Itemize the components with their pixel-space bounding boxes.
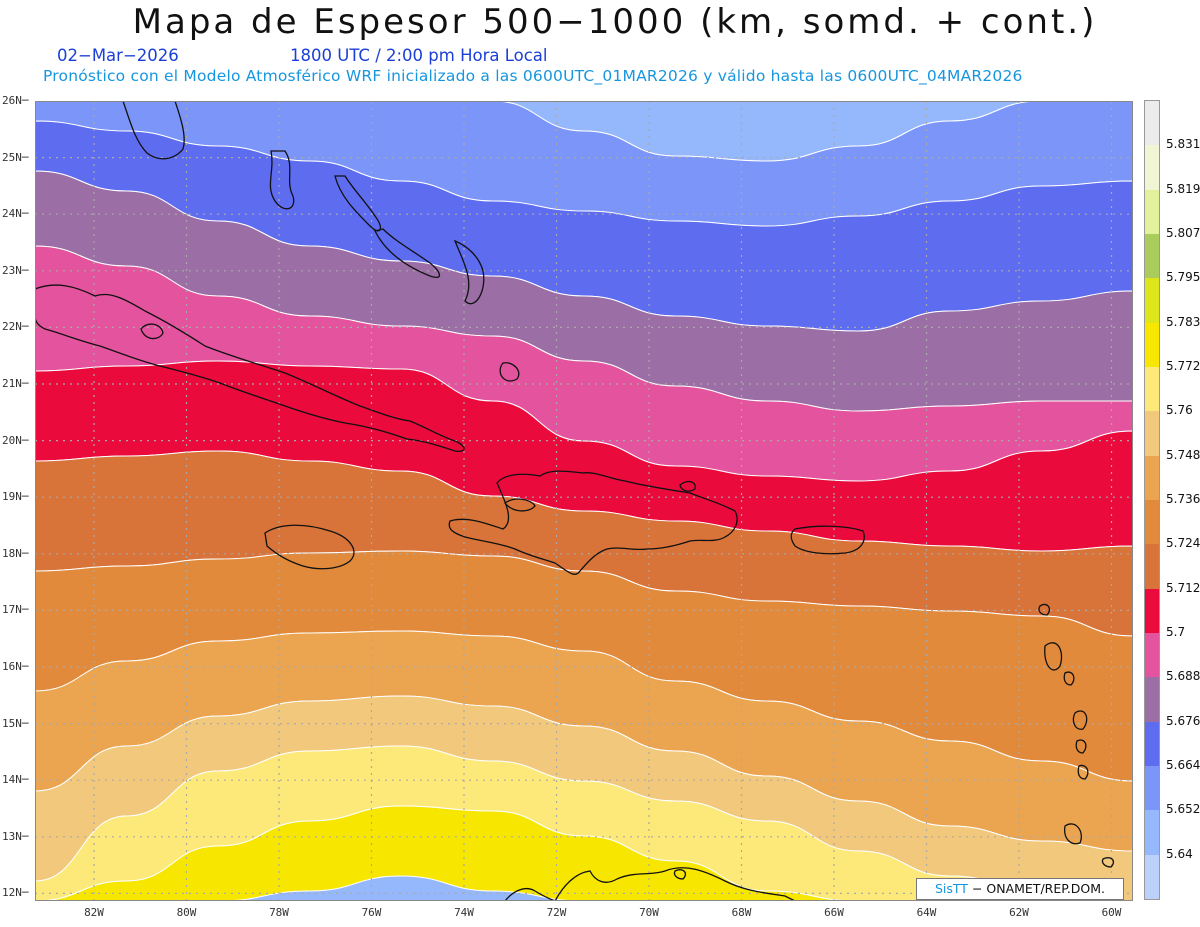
colorbar-segment [1145,854,1159,899]
lat-tick-label: 17N─ [2,603,29,617]
colorbar-segment [1145,544,1159,589]
colorbar-segment [1145,810,1159,855]
lat-tick-label: 23N─ [2,263,29,277]
coast-jamaica [264,524,355,570]
colorbar-segment [1145,233,1159,279]
colorbar-segment [1145,145,1159,190]
lat-tick-label: 20N─ [2,433,29,447]
model-description: Pronóstico con el Modelo Atmosférico WRF… [43,67,1023,85]
lon-tick-label: 78W [269,906,289,919]
colorbar-segment [1145,677,1159,722]
lon-tick-label: 80W [176,906,197,919]
lat-tick-label: 24N─ [2,207,29,221]
colorbar-label: 5.807 [1166,226,1200,240]
lat-tick-label: 25N─ [2,150,29,164]
coastlines [35,101,1115,901]
lat-tick-label: 26N─ [2,94,29,107]
coast-isla-juventud [140,323,164,340]
lon-tick-label: 68W [731,906,752,919]
coast-antilles-4 [1072,710,1088,730]
coast-florida [122,101,185,160]
colorbar-segment [1145,189,1159,234]
coast-guajira [504,887,556,901]
lat-tick-label: 12N─ [2,886,29,900]
colorbar-label: 5.724 [1166,536,1200,551]
coast-bahamas-1 [269,150,295,210]
colorbar-label: 5.831 [1166,137,1200,152]
colorbar-label: 5.772 [1166,359,1200,373]
lat-tick-label: 22N─ [2,320,29,334]
coast-antilles-6 [1077,764,1089,780]
lat-tick-label: 18N─ [2,546,29,560]
lat-tick-label: 19N─ [2,490,29,504]
colorbar-segment [1145,455,1159,500]
colorbar-label: 5.712 [1166,580,1200,595]
colorbar-segment [1145,411,1159,456]
coast-puerto-rico [790,525,865,555]
map-title: Mapa de Espesor 500−1000 (km, somd. + co… [132,2,1098,42]
colorbar-segment [1145,588,1159,633]
coast-bahamas-3 [374,228,441,278]
coast-antilles-7 [1064,823,1082,845]
lon-tick-label: 64W [916,906,937,919]
lat-tick-label: 21N─ [2,377,29,390]
forecast-date: 02−Mar−2026 [57,46,179,65]
forecast-time: 1800 UTC / 2:00 pm Hora Local [290,46,548,65]
lon-tick-label: 62W [1009,906,1029,919]
thickness-contours [35,101,1133,901]
colorbar-segment [1145,101,1159,146]
colorbar-label: 5.795 [1166,270,1200,285]
colorbar-label: 5.652 [1166,802,1200,817]
coast-bahamas-5 [499,362,520,382]
credit-org: − ONAMET/REP.DOM. [971,881,1106,896]
lat-tick-label: 15N─ [2,716,29,730]
colorbar-label: 5.736 [1166,492,1200,506]
lat-lon-grid [35,101,1133,901]
coast-cuba [35,284,465,452]
coast-antilles-3 [1063,671,1075,686]
lon-tick-label: 76W [361,906,382,919]
lat-tick-label: 13N─ [2,829,29,843]
lon-tick-label: 70W [639,906,659,919]
colorbar-segment [1145,632,1159,678]
colorbar-label: 5.76 [1166,403,1193,418]
coast-la-gonave [504,498,536,512]
lon-tick-label: 60W [1101,906,1122,919]
credit-box: SisTT − ONAMET/REP.DOM. [916,878,1124,900]
lat-tick-label: 16N─ [2,660,29,673]
coast-turks [679,480,696,492]
colorbar-label: 5.688 [1166,669,1200,684]
lon-tick-label: 66W [824,906,844,919]
colorbar-label: 5.819 [1166,181,1200,196]
colorbar-label: 5.676 [1166,713,1200,728]
coast-antilles-2 [1044,642,1063,671]
colorbar-label: 5.7 [1166,625,1186,639]
colorbar [1144,100,1160,900]
lon-tick-label: 74W [454,906,474,919]
lon-tick-label: 82W [84,906,104,919]
colorbar-segment [1145,765,1159,811]
colorbar-segment [1145,322,1159,367]
colorbar-segment [1145,499,1159,545]
colorbar-segment [1145,721,1159,766]
thickness-map [35,101,1133,901]
coast-aruba [673,869,687,880]
colorbar-label: 5.748 [1166,447,1200,462]
coast-hispaniola [448,470,738,575]
credit-brand: SisTT [934,881,968,896]
coast-bahamas-2 [334,175,382,232]
colorbar-label: 5.783 [1166,314,1200,329]
colorbar-label: 5.64 [1166,846,1193,861]
lat-tick-label: 14N─ [2,773,29,787]
coast-antilles-1 [1038,603,1051,616]
coast-antilles-5 [1075,739,1087,754]
coast-bahamas-4 [453,239,485,305]
thickness-band [35,805,1133,901]
lon-tick-label: 72W [546,906,567,919]
coast-tobago [1101,857,1115,868]
coast-south-america [554,867,796,901]
colorbar-segment [1145,366,1159,412]
colorbar-label: 5.664 [1166,758,1200,772]
colorbar-segment [1145,278,1159,323]
